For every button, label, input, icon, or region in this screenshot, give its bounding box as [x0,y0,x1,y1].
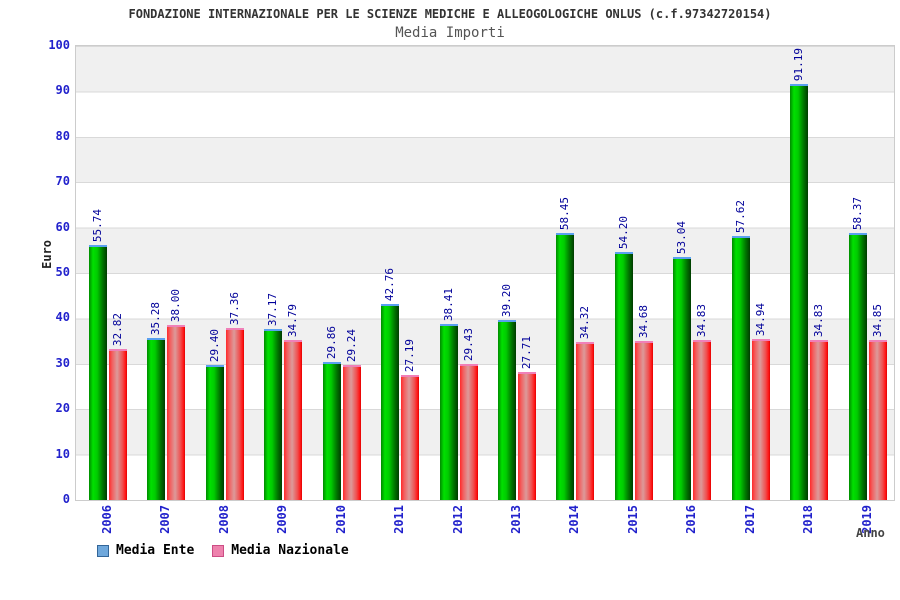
bar-media-nazionale-value-label-2012: 29.43 [461,327,475,361]
bar-media-ente-value-label-2012: 38.41 [441,287,455,321]
bar-media-nazionale-2010 [342,365,361,500]
bar-media-nazionale-value-label-2009: 34.79 [286,303,300,337]
bar-media-ente-2016 [673,257,692,500]
bar-media-nazionale-2012 [459,364,478,500]
y-tick-label: 70 [55,174,70,189]
bar-media-ente-value-label-2008: 29.40 [207,328,221,362]
x-tick-label-2007: 2007 [158,505,173,534]
bar-media-ente-value-label-2019: 58.37 [850,196,864,230]
plot-area: 55.74 32.82 35.28 38.00 29.40 37.36 37.17 34.79… [75,45,895,501]
bar-media-nazionale-value-label-2010: 29.24 [344,328,358,362]
bar-media-ente-value-label-2014: 58.45 [558,196,572,230]
bar-media-nazionale-value-label-2011: 27.19 [403,338,417,372]
bar-media-nazionale-2015 [634,341,653,500]
y-tick-label: 80 [55,128,70,143]
bar-media-nazionale-2014 [576,342,595,500]
bar-media-nazionale-2019 [868,340,887,500]
x-tick-label-2014: 2014 [567,505,582,534]
bar-media-ente-value-label-2007: 35.28 [149,301,163,335]
bar-media-nazionale-value-label-2015: 34.68 [636,304,650,338]
x-tick-label-2011: 2011 [392,505,407,534]
bar-media-nazionale-value-label-2017: 34.94 [753,302,767,336]
y-tick-label: 100 [48,38,70,52]
bar-media-ente-2008 [205,365,224,500]
x-tick-label-2016: 2016 [684,505,699,534]
x-axis-title: Anno [856,526,885,540]
y-tick-label: 0 [62,492,70,506]
x-tick-label-2009: 2009 [275,505,290,534]
bar-media-nazionale-2018 [810,340,829,500]
chart-title: FONDAZIONE INTERNAZIONALE PER LE SCIENZE… [128,7,772,21]
bar-media-ente-value-label-2016: 53.04 [675,220,689,254]
legend-label-media-nazionale: Media Nazionale [231,543,349,558]
x-tick-label-2013: 2013 [509,505,523,534]
x-tick-label-2010: 2010 [333,505,348,534]
bar-media-nazionale-value-label-2018: 34.83 [812,303,826,337]
bar-media-ente-value-label-2015: 54.20 [616,215,630,249]
bar-media-ente-2015 [614,252,633,500]
bar-media-ente-value-label-2011: 42.76 [383,267,397,301]
x-tick-label-2012: 2012 [450,505,465,534]
bar-media-nazionale-2006 [109,349,127,500]
y-tick-label: 60 [55,219,70,234]
y-tick-label: 20 [55,401,70,416]
x-tick-label-2018: 2018 [801,505,816,534]
bar-media-nazionale-2009 [284,340,303,500]
legend-label-media-ente: Media Ente [116,543,195,558]
legend-swatch-media-nazionale-icon [212,544,225,557]
bar-media-nazionale-2008 [225,328,244,500]
bar-media-ente-value-label-2017: 57.62 [733,199,747,233]
bar-media-nazionale-2016 [693,340,712,500]
bar-media-nazionale-value-label-2014: 34.32 [578,305,592,339]
bar-media-ente-2018 [790,84,809,500]
legend-item-media-nazionale: Media Nazionale [212,543,349,558]
x-tick-label-2006: 2006 [100,505,114,534]
bar-media-ente-2010 [322,362,341,500]
bar-media-ente-2017 [731,236,750,500]
bar-media-nazionale-value-label-2006: 32.82 [111,312,124,346]
bar-media-ente-2019 [848,233,867,500]
x-tick-label-2017: 2017 [742,505,757,534]
y-axis-title: Euro [40,240,54,269]
legend-item-media-ente: Media Ente [97,543,194,558]
y-tick-label: 30 [55,355,70,370]
bar-media-ente-value-label-2013: 39.20 [500,283,513,317]
bar-media-ente-2014 [556,233,575,500]
x-tick-label-2008: 2008 [216,505,231,534]
bar-media-nazionale-2007 [167,325,186,500]
bar-media-ente-2006 [89,245,107,500]
bar-media-ente-2013 [498,320,516,500]
bar-media-nazionale-2017 [751,339,770,500]
chart-subtitle: Media Importi [395,25,505,41]
bar-media-ente-2011 [381,304,400,500]
bar-media-ente-2007 [147,338,166,500]
bar-media-nazionale-value-label-2016: 34.83 [695,303,709,337]
bar-media-ente-value-label-2009: 37.17 [266,292,280,326]
bar-media-ente-value-label-2018: 91.19 [792,47,806,81]
y-tick-label: 40 [55,310,70,325]
bar-media-nazionale-2013 [518,372,536,500]
legend: Media Ente Media Nazionale [97,543,349,558]
legend-swatch-media-ente-icon [97,544,109,557]
bar-media-ente-value-label-2010: 29.86 [324,325,338,359]
bar-media-ente-value-label-2006: 55.74 [91,208,104,242]
y-tick-label: 10 [55,446,70,461]
bar-media-nazionale-value-label-2008: 37.36 [227,291,241,325]
bar-media-ente-2012 [439,324,458,500]
bar-media-nazionale-value-label-2013: 27.71 [520,335,533,369]
bar-media-nazionale-2011 [401,375,420,500]
x-tick-label-2015: 2015 [625,505,640,534]
y-tick-label: 50 [55,265,70,279]
bar-media-ente-2009 [264,329,283,500]
bar-media-nazionale-value-label-2007: 38.00 [169,288,183,322]
bar-media-nazionale-value-label-2019: 34.85 [870,303,884,337]
y-tick-label: 90 [55,83,70,98]
